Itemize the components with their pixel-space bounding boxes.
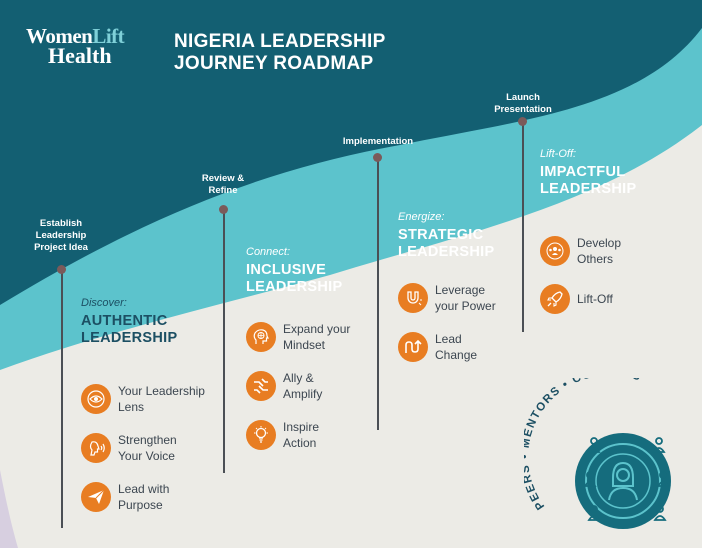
- support-network-graphic: PEERS • MENTORS • COACHES: [524, 378, 671, 529]
- milestone-label-2: Review & Refine: [190, 173, 256, 197]
- roadmap-title: NIGERIA LEADERSHIP JOURNEY ROADMAP: [174, 31, 386, 75]
- stage-1-item-2: Strengthen Your Voice: [81, 432, 177, 464]
- milestone-pin-4: [522, 122, 524, 332]
- stage-4-heading: Lift-Off: IMPACTFUL LEADERSHIP: [540, 147, 636, 198]
- stage-1-item-1-line-2: Lens: [118, 400, 145, 414]
- stage-1-item-3-line-2: Purpose: [118, 498, 163, 512]
- stage-1-heading: Discover: AUTHENTIC LEADERSHIP: [81, 296, 177, 347]
- stage-4-item-1: Develop Others: [540, 235, 621, 267]
- lightbulb-icon: [246, 420, 276, 450]
- stage-3-item-1-line-2: your Power: [435, 299, 496, 313]
- milestone-2-line-2: Refine: [208, 185, 238, 196]
- stage-2-item-2: Ally & Amplify: [246, 370, 322, 402]
- womenlift-health-logo: WomenLift Health: [26, 24, 125, 68]
- stage-3-item-1: Leverage your Power: [398, 282, 496, 314]
- title-line-1: NIGERIA LEADERSHIP: [174, 31, 386, 52]
- milestone-dot-3: [373, 153, 382, 162]
- rocket-icon: [540, 284, 570, 314]
- stage-1-item-1: Your Leadership Lens: [81, 383, 205, 415]
- stage-1-item-2-line-2: Your Voice: [118, 449, 175, 463]
- paper-plane-icon: [81, 482, 111, 512]
- stage-4-title-2: LEADERSHIP: [540, 181, 637, 197]
- milestone-pin-1: [61, 270, 63, 528]
- milestone-3-line-1: Implementation: [342, 136, 414, 147]
- stage-2-kicker: Connect:: [246, 246, 291, 258]
- head-globe-icon: [246, 322, 276, 352]
- stage-2-item-3-line-2: Action: [283, 436, 317, 450]
- milestone-dot-4: [518, 117, 527, 126]
- stage-3-title-1: STRATEGIC: [398, 227, 484, 243]
- stage-3-title-2: LEADERSHIP: [398, 244, 495, 260]
- voice-icon: [81, 433, 111, 463]
- milestone-4-line-1: Launch: [506, 92, 540, 103]
- person-icons: [583, 437, 670, 521]
- woman-center-icon: [608, 461, 638, 501]
- stage-4-item-2-line-1: Lift-Off: [577, 292, 613, 306]
- milestone-dot-2: [219, 205, 228, 214]
- title-line-2: JOURNEY ROADMAP: [174, 53, 374, 74]
- stage-2-item-3-line-1: Inspire: [283, 420, 320, 434]
- stage-1-item-2-line-1: Strengthen: [118, 433, 177, 447]
- change-arrow-icon: [398, 332, 428, 362]
- stage-3-kicker: Energize:: [398, 211, 445, 223]
- stage-2-title-2: LEADERSHIP: [246, 279, 343, 295]
- stage-3-item-2-line-1: Lead: [435, 332, 462, 346]
- stage-4-kicker: Lift-Off:: [540, 148, 577, 160]
- team-icon: [540, 236, 570, 266]
- stage-1-item-3-line-1: Lead with: [118, 482, 170, 496]
- stage-1-item-3: Lead with Purpose: [81, 481, 169, 513]
- stage-2-item-2-line-2: Amplify: [283, 387, 323, 401]
- stage-2-title-1: INCLUSIVE: [246, 262, 327, 278]
- stage-4-item-1-line-2: Others: [577, 252, 614, 266]
- milestone-2-line-1: Review &: [201, 173, 245, 184]
- magnet-icon: [398, 283, 428, 313]
- stage-3-heading: Energize: STRATEGIC LEADERSHIP: [398, 210, 494, 261]
- milestone-label-4: Launch Presentation: [484, 92, 562, 116]
- stage-2-item-1: Expand your Mindset: [246, 321, 350, 353]
- milestone-label-1: Establish Leadership Project Idea: [20, 218, 102, 254]
- hands-icon: [246, 371, 276, 401]
- stage-2-item-2-line-1: Ally &: [283, 371, 314, 385]
- stage-2-item-1-line-1: Expand your: [283, 322, 351, 336]
- eye-icon: [81, 384, 111, 414]
- logo-health: Health: [48, 43, 112, 68]
- stage-2-heading: Connect: INCLUSIVE LEADERSHIP: [246, 245, 342, 296]
- milestone-1-line-1: Establish: [39, 218, 83, 229]
- milestone-4-line-2: Presentation: [494, 104, 552, 115]
- logo-women: Women: [26, 24, 93, 48]
- milestone-pin-3: [377, 158, 379, 430]
- stage-1-title-2: LEADERSHIP: [81, 330, 178, 346]
- milestone-pin-2: [223, 210, 225, 473]
- stage-4-item-1-line-1: Develop: [577, 236, 622, 250]
- milestone-1-line-3: Project Idea: [34, 242, 88, 253]
- stage-2-item-1-line-2: Mindset: [283, 338, 326, 352]
- stage-4-title-1: IMPACTFUL: [540, 164, 626, 180]
- milestone-label-3: Implementation: [334, 136, 422, 148]
- stage-1-kicker: Discover:: [81, 297, 127, 309]
- stage-3-item-2-line-2: Change: [435, 348, 478, 362]
- stage-3-item-1-line-1: Leverage: [435, 283, 486, 297]
- stage-3-item-2: Lead Change: [398, 331, 477, 363]
- milestone-1-line-2: Leadership: [35, 230, 87, 241]
- milestone-dot-1: [57, 265, 66, 274]
- stage-1-item-1-line-1: Your Leadership: [118, 384, 205, 398]
- stage-4-item-2: Lift-Off: [540, 284, 613, 314]
- logo-lift: Lift: [92, 24, 125, 48]
- stage-1-title-1: AUTHENTIC: [81, 313, 168, 329]
- dark-teal-wave: [0, 0, 702, 305]
- stage-2-item-3: Inspire Action: [246, 419, 319, 451]
